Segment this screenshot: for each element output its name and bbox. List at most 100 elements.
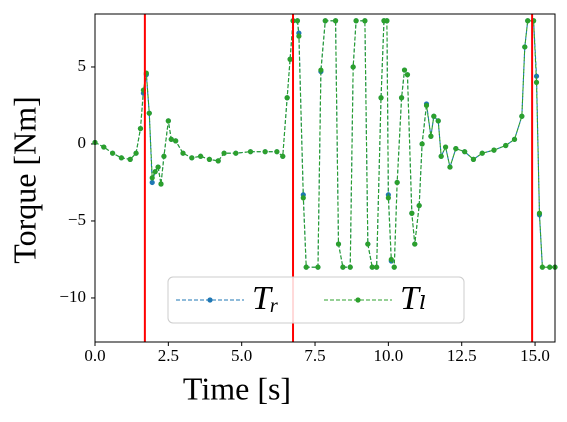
point — [189, 155, 195, 161]
point — [547, 264, 553, 270]
point — [300, 195, 306, 201]
point — [533, 79, 540, 85]
x-tick-label: 15.0 — [520, 346, 550, 365]
point — [491, 147, 497, 153]
series-line — [94, 20, 555, 268]
point — [503, 142, 509, 149]
point — [404, 72, 411, 78]
point — [416, 202, 422, 209]
point — [221, 150, 227, 156]
point — [419, 141, 425, 147]
point — [423, 102, 430, 109]
point — [428, 133, 434, 139]
point — [519, 113, 525, 119]
legend-label: Tᵣ — [252, 280, 279, 317]
point — [137, 125, 144, 132]
legend-box — [167, 276, 465, 324]
point — [442, 144, 449, 150]
point — [369, 264, 375, 270]
y-tick-label: −10 — [59, 287, 86, 306]
series-line — [94, 20, 555, 268]
point — [155, 164, 161, 170]
axes-frame — [94, 13, 556, 343]
point — [353, 18, 359, 24]
point — [438, 153, 444, 159]
point — [198, 153, 204, 159]
point — [453, 145, 459, 152]
point — [274, 149, 280, 155]
point — [233, 150, 239, 156]
legend-marker — [207, 297, 213, 303]
y-tick-label: 0 — [78, 133, 87, 152]
point — [101, 144, 107, 150]
point — [462, 149, 468, 155]
point — [391, 264, 397, 270]
point — [110, 150, 116, 156]
y-tick-label: 5 — [78, 56, 87, 75]
point — [335, 241, 342, 247]
point — [315, 264, 321, 270]
point — [280, 153, 286, 159]
y-axis-label: Torque [Nm] — [6, 96, 42, 263]
point — [149, 175, 155, 181]
x-tick-label: 12.5 — [447, 346, 477, 365]
point — [378, 95, 384, 101]
point — [146, 110, 152, 116]
point — [350, 64, 356, 70]
point — [332, 18, 339, 24]
point — [215, 158, 221, 164]
point — [294, 18, 301, 24]
point — [533, 73, 540, 79]
point — [435, 118, 441, 124]
point — [165, 118, 171, 124]
point — [536, 210, 543, 216]
point — [412, 241, 418, 247]
point — [284, 95, 290, 101]
point — [394, 179, 400, 186]
x-tick-label: 10.0 — [373, 346, 403, 365]
x-tick-label: 7.5 — [304, 346, 325, 365]
point — [149, 179, 155, 186]
point — [470, 156, 477, 162]
x-tick-label: 0.0 — [84, 346, 105, 365]
point — [322, 18, 328, 24]
point — [522, 44, 528, 50]
point — [287, 56, 293, 62]
point — [161, 153, 167, 159]
point — [247, 149, 254, 155]
point — [133, 150, 139, 156]
point — [401, 67, 408, 73]
y-tick-label: −5 — [68, 210, 86, 229]
point — [118, 155, 125, 161]
point — [525, 18, 531, 24]
x-tick-label: 2.5 — [158, 346, 179, 365]
point — [180, 150, 186, 156]
point — [152, 169, 158, 175]
legend-label: Tₗ — [400, 280, 427, 317]
point — [362, 18, 368, 24]
point — [173, 138, 179, 144]
point — [262, 149, 268, 155]
point — [384, 18, 390, 24]
point — [365, 241, 371, 247]
point — [431, 113, 437, 119]
point — [318, 67, 324, 73]
x-tick-label: 5.0 — [231, 346, 252, 365]
point — [388, 256, 394, 263]
x-axis-label: Time [s] — [183, 370, 291, 406]
point — [347, 264, 353, 270]
point — [168, 136, 174, 142]
point — [296, 33, 302, 39]
point — [127, 156, 133, 162]
point — [447, 164, 453, 170]
point — [303, 264, 309, 270]
point — [539, 264, 545, 270]
legend-marker — [355, 297, 361, 303]
point — [374, 264, 380, 270]
point — [409, 210, 415, 216]
point — [398, 95, 405, 101]
point — [158, 181, 164, 187]
point — [511, 136, 518, 142]
point — [479, 150, 485, 156]
